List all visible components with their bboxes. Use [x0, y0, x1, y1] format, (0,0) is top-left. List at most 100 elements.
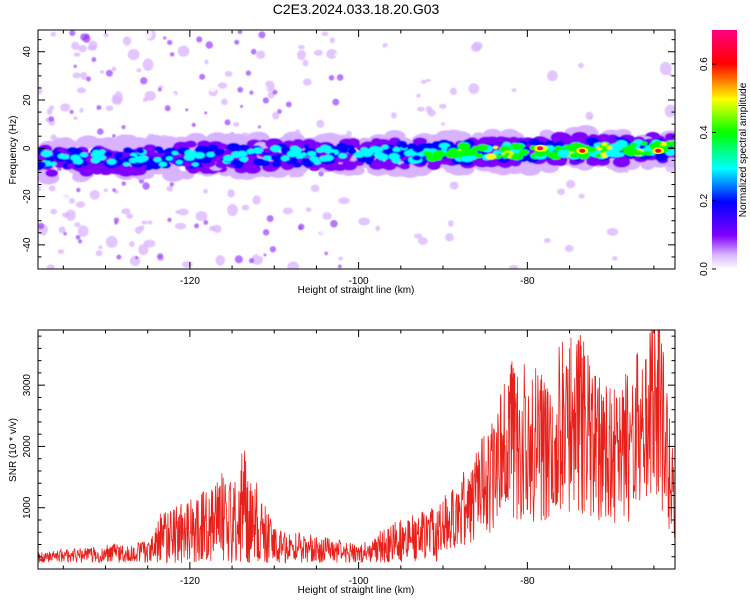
- heatmap-background-cell: [177, 201, 183, 208]
- heatmap-band-cell: [98, 155, 107, 161]
- heatmap-background-cell: [358, 217, 370, 226]
- heatmap-speck: [163, 36, 167, 40]
- heatmap-x-axis-label: Height of straight line (km): [298, 285, 415, 296]
- heatmap-band-strong-cell: [453, 150, 465, 158]
- heatmap-background-cell: [449, 87, 457, 96]
- heatmap-background-cell: [71, 41, 80, 51]
- heatmap-background-cell: [251, 254, 263, 265]
- heatmap-background-cell: [297, 49, 307, 61]
- heatmap-band-cell: [92, 149, 101, 155]
- heatmap-background-cell: [205, 204, 211, 209]
- heatmap-background-cell: [107, 87, 117, 96]
- heatmap-speck: [121, 125, 126, 130]
- heatmap-background-cell: [38, 87, 43, 95]
- heatmap-speck: [285, 101, 292, 108]
- heatmap-band-strong-cell: [511, 153, 522, 161]
- heatmap-band-cell: [416, 137, 428, 145]
- heatmap-background-cell: [184, 110, 195, 121]
- heatmap-background-cell: [321, 31, 329, 37]
- heatmap-band-strong-cell: [601, 142, 608, 146]
- heatmap-speck: [272, 89, 278, 95]
- colorbar-label: Normalized spectral amplitude: [738, 82, 749, 217]
- heatmap-band-strong-cell: [432, 150, 442, 157]
- heatmap-speck: [121, 181, 126, 186]
- heatmap-band-strong-cell: [654, 140, 662, 146]
- snr-ticks: [38, 330, 675, 569]
- heatmap-band-cell: [295, 153, 305, 159]
- heatmap-speck: [318, 170, 324, 177]
- heatmap-background-cell: [322, 94, 330, 100]
- heatmap-speck: [266, 215, 274, 223]
- heatmap-background-cell: [133, 86, 140, 92]
- heatmap-peak: [537, 146, 544, 151]
- heatmap-band-strong-cell: [644, 150, 652, 156]
- heatmap-peak: [655, 148, 662, 153]
- heatmap-band-cell: [241, 161, 254, 170]
- heatmap-speck: [167, 39, 173, 46]
- heatmap-band-cell: [136, 149, 144, 154]
- heatmap-background-cell: [60, 195, 70, 206]
- heatmap-background-cell: [208, 86, 217, 93]
- heatmap-x-tick-labels: -120 -100 -80: [180, 276, 535, 287]
- heatmap-band-cell: [58, 137, 74, 147]
- heatmap-band-cell: [271, 160, 282, 168]
- heatmap-band-cell: [341, 160, 358, 171]
- heatmap-blobs: [38, 30, 675, 269]
- heatmap-band-cell: [338, 153, 347, 159]
- heatmap-band-cell: [184, 149, 195, 157]
- heatmap-band-cell: [77, 135, 100, 149]
- heatmap-background-cell: [46, 264, 56, 269]
- heatmap-background-cell: [206, 230, 216, 239]
- heatmap-band-strong-cell: [457, 142, 471, 151]
- heatmap-band-cell: [50, 161, 57, 167]
- heatmap-band-cell: [114, 152, 124, 159]
- heatmap-background-cell: [38, 246, 43, 256]
- heatmap-speck: [142, 182, 150, 190]
- heatmap-background-cell: [298, 248, 303, 254]
- heatmap-background-cell: [80, 71, 88, 80]
- heatmap-background-cell: [426, 78, 431, 82]
- heatmap-band-cell: [101, 139, 118, 150]
- heatmap-background-cell: [653, 205, 660, 212]
- heatmap-background-cell: [174, 222, 187, 230]
- heatmap-band-cell: [667, 149, 675, 155]
- heatmap-band-strong-cell: [514, 144, 523, 150]
- heatmap-band-cell: [290, 147, 302, 155]
- heatmap-background-cell: [425, 105, 433, 113]
- snr-x-tick-label: -80: [520, 576, 535, 587]
- heatmap-band-cell: [171, 150, 179, 156]
- heatmap-band-cell: [369, 146, 381, 153]
- heatmap-background-cell: [508, 264, 519, 269]
- heatmap-background-cell: [144, 90, 156, 101]
- heatmap-background-cell: [66, 246, 76, 258]
- heatmap-speck: [250, 48, 257, 55]
- heatmap-speck: [73, 64, 77, 69]
- heatmap-background-cell: [78, 44, 87, 53]
- colorbar-tick-label: 0.0: [699, 262, 710, 276]
- heatmap-speck: [262, 97, 270, 104]
- heatmap-background-cell: [117, 54, 129, 69]
- heatmap-y-tick-labels: -40 -20 0 20 40: [22, 46, 33, 252]
- heatmap-background-cell: [254, 229, 262, 238]
- heatmap-background-cell: [147, 112, 158, 119]
- heatmap-speck: [196, 36, 203, 43]
- heatmap-speck: [48, 116, 55, 122]
- heatmap-background-cell: [281, 82, 286, 85]
- heatmap-band-cell: [128, 157, 138, 164]
- heatmap-background-cell: [65, 87, 71, 93]
- heatmap-background-cell: [98, 239, 105, 246]
- heatmap-background-cell: [282, 207, 294, 215]
- heatmap-background-cell: [514, 56, 523, 64]
- heatmap-background-cell: [142, 58, 154, 71]
- heatmap-band-cell: [106, 158, 117, 165]
- heatmap-band-cell: [339, 147, 349, 153]
- heatmap-speck: [336, 74, 344, 81]
- heatmap-background-cell: [141, 220, 148, 225]
- heatmap-background-cell: [659, 62, 672, 76]
- heatmap-speck: [69, 109, 74, 114]
- heatmap-peak: [579, 148, 586, 153]
- heatmap-background-cell: [72, 72, 81, 79]
- heatmap-band-cell: [204, 147, 213, 154]
- heatmap-background-cell: [195, 211, 208, 222]
